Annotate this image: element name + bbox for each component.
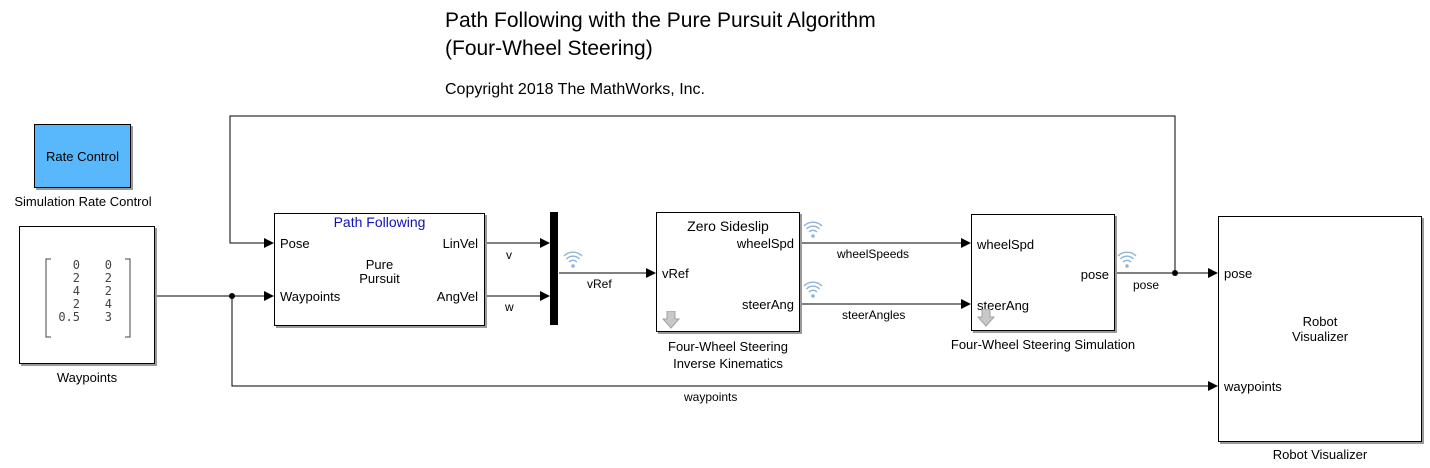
port-in-waypoints-visualizer: waypoints [1224, 379, 1282, 394]
port-out-angvel: AngVel [436, 289, 478, 304]
waypoints-caption: Waypoints [56, 370, 118, 385]
port-in-pose: Pose [280, 236, 310, 251]
zero-sideslip-header: Zero Sideslip [687, 218, 769, 234]
robot-visualizer-label-2: Visualizer [1291, 329, 1349, 344]
port-in-pose-visualizer: pose [1224, 266, 1253, 281]
robot-visualizer-label-1: Robot [1302, 314, 1338, 329]
robot-visualizer-caption: Robot Visualizer [1272, 447, 1368, 462]
arrow-down-icon [662, 311, 680, 329]
matrix-col-1: 0 2 4 2 0.5 [56, 259, 80, 324]
signal-label-steer-angles: steerAngles [842, 308, 906, 322]
signal-log-icon-pose [1117, 251, 1137, 268]
signal-log-icon-wheelspeeds [803, 221, 823, 238]
junction-dot [229, 293, 235, 299]
signal-label-waypoints: waypoints [684, 390, 738, 404]
pure-pursuit-label-2: Pursuit [359, 271, 400, 286]
port-in-waypoints: Waypoints [280, 289, 341, 304]
signal-label-w: w [505, 300, 514, 314]
inverse-kinematics-block[interactable]: Zero Sideslip vRef wheelSpd steerAng [656, 212, 800, 332]
wire-pose-feedback [229, 115, 1176, 273]
port-in-vref: vRef [662, 266, 689, 281]
port-out-pose: pose [1080, 267, 1109, 282]
matrix-cell: 2 [104, 271, 112, 285]
pure-pursuit-label-1: Pure [365, 257, 394, 272]
wire-waypoints-to-visualizer [231, 296, 1218, 391]
port-in-wheelspd: wheelSpd [977, 237, 1035, 252]
matrix-cell: 2 [72, 297, 80, 311]
title-line-2: (Four-Wheel Steering) [445, 37, 653, 60]
junction-dot [1172, 270, 1178, 276]
copyright-text: Copyright 2018 The MathWorks, Inc. [445, 81, 705, 98]
four-wheel-simulation-block[interactable]: wheelSpd steerAng pose [971, 214, 1115, 331]
signal-log-icon-vref [563, 251, 583, 268]
port-out-wheelspd: wheelSpd [736, 236, 794, 251]
signal-label-pose: pose [1133, 278, 1160, 292]
arrow-down-icon [977, 309, 995, 327]
title-line-1: Path Following with the Pure Pursuit Alg… [445, 9, 876, 32]
inverse-kinematics-caption-2: Inverse Kinematics [673, 356, 783, 371]
rate-control-caption: Simulation Rate Control [14, 194, 152, 209]
matrix-cell: 2 [72, 271, 80, 285]
path-following-header: Path Following [333, 214, 426, 230]
matrix-cell: 4 [72, 284, 80, 298]
rate-control-block[interactable]: Rate Control [34, 124, 131, 188]
mux-block [550, 212, 558, 325]
matrix-brackets [45, 258, 131, 338]
simulation-caption: Four-Wheel Steering Simulation [950, 337, 1136, 352]
signal-log-icon-steerangles [803, 281, 823, 298]
signal-label-wheel-speeds: wheelSpeeds [837, 247, 910, 261]
pure-pursuit-block[interactable]: Path Following Pure Pursuit Pose Waypoin… [274, 213, 485, 326]
rate-control-label: Rate Control [46, 149, 119, 164]
port-out-linvel: LinVel [442, 236, 478, 251]
matrix-cell: 0 [72, 258, 80, 272]
robot-visualizer-block[interactable]: Robot Visualizer pose waypoints [1218, 216, 1422, 442]
matrix-cell: 0.5 [58, 310, 80, 324]
signal-label-v: v [506, 248, 512, 262]
signal-label-vref: vRef [587, 277, 612, 291]
matrix-cell: 2 [104, 284, 112, 298]
inverse-kinematics-caption-1: Four-Wheel Steering [668, 339, 788, 354]
port-out-steerang: steerAng [741, 297, 794, 312]
matrix-cell: 0 [104, 258, 112, 272]
matrix-cell: 3 [104, 310, 112, 324]
matrix-cell: 4 [104, 297, 112, 311]
